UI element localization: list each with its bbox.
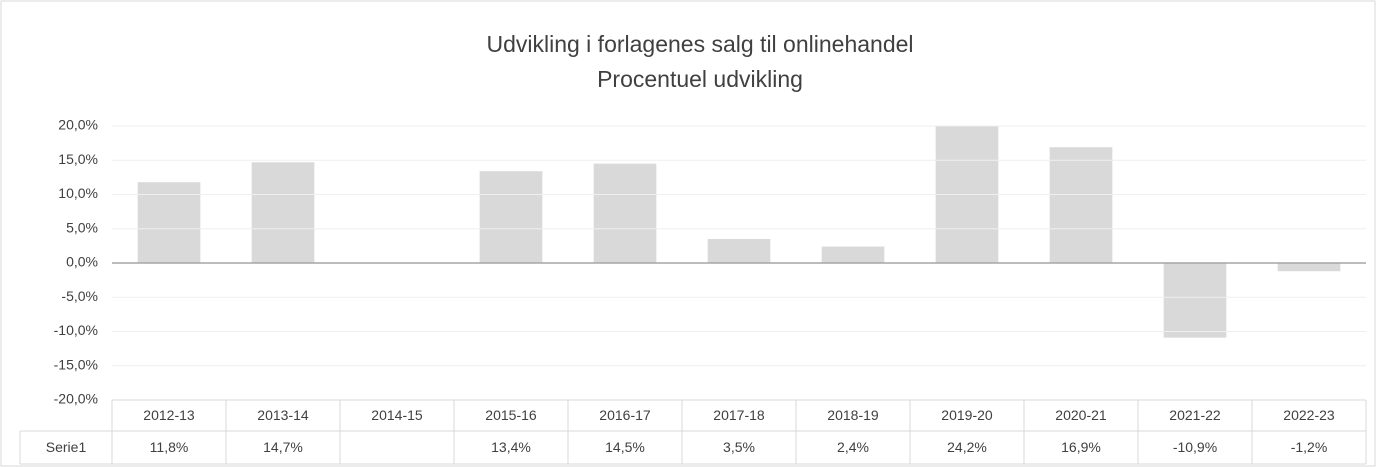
- y-tick-label: -15,0%: [54, 356, 98, 372]
- x-tick-label: 2012-13: [143, 407, 195, 423]
- x-tick-label: 2018-19: [827, 407, 879, 423]
- data-label: 14,7%: [263, 439, 303, 455]
- chart-subtitle: Procentuel udvikling: [597, 66, 803, 92]
- x-tick-label: 2016-17: [599, 407, 651, 423]
- bar: [593, 163, 657, 263]
- data-label: 13,4%: [491, 439, 531, 455]
- x-tick-label: 2021-22: [1169, 407, 1221, 423]
- data-label: 11,8%: [150, 439, 189, 455]
- y-tick-label: 15,0%: [58, 151, 98, 167]
- data-label: -1,2%: [1291, 439, 1328, 455]
- data-label: 3,5%: [723, 439, 755, 455]
- data-label: 2,4%: [837, 439, 869, 455]
- bar: [1049, 147, 1113, 263]
- bar: [479, 171, 543, 263]
- x-tick-label: 2014-15: [371, 407, 423, 423]
- chart-title: Udvikling i forlagenes salg til onlineha…: [486, 31, 913, 57]
- x-tick-label: 2015-16: [485, 407, 537, 423]
- y-tick-label: -5,0%: [61, 288, 98, 304]
- x-tick-label: 2022-23: [1283, 407, 1335, 423]
- plot-area: [137, 126, 1341, 338]
- y-tick-label: 20,0%: [58, 117, 98, 133]
- x-tick-label: 2020-21: [1055, 407, 1107, 423]
- bar: [707, 239, 771, 263]
- y-tick-label: -20,0%: [54, 391, 98, 407]
- x-tick-label: 2019-20: [941, 407, 993, 423]
- data-label: 16,9%: [1061, 439, 1101, 455]
- y-tick-label: 10,0%: [58, 185, 98, 201]
- bar: [821, 246, 885, 263]
- bar: [1163, 263, 1227, 338]
- y-tick-label: -10,0%: [54, 322, 98, 338]
- x-tick-label: 2013-14: [257, 407, 309, 423]
- bar: [1277, 263, 1341, 272]
- bar: [137, 182, 201, 263]
- data-label: -10,9%: [1173, 439, 1217, 455]
- legend-label: Serie1: [46, 439, 87, 455]
- y-tick-label: 0,0%: [66, 254, 98, 270]
- x-tick-label: 2017-18: [713, 407, 765, 423]
- data-label: 14,5%: [605, 439, 645, 455]
- bar: [251, 162, 315, 263]
- y-tick-label: 5,0%: [66, 219, 98, 235]
- data-label: 24,2%: [947, 439, 987, 455]
